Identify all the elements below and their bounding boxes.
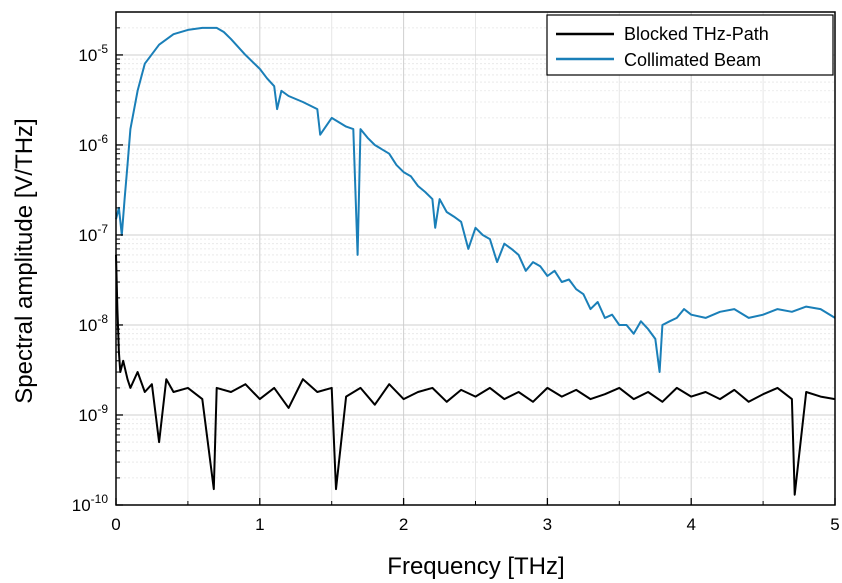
y-tick-label: 10-9 (78, 402, 108, 425)
y-tick-label: 10-6 (78, 132, 108, 155)
x-axis-title: Frequency [THz] (387, 553, 564, 580)
y-tick-label: 10-5 (78, 42, 108, 65)
x-tick-label: 2 (399, 515, 408, 534)
legend-label-collimated: Collimated Beam (624, 50, 761, 70)
x-tick-label: 3 (543, 515, 552, 534)
series-layer (115, 26, 836, 496)
x-tick-label: 0 (111, 515, 120, 534)
y-axis-title: Spectral amplitude [V/THz] (11, 118, 38, 403)
legend-label-blocked: Blocked THz-Path (624, 24, 769, 44)
x-tick-label: 5 (830, 515, 839, 534)
x-tick-label: 4 (686, 515, 695, 534)
legend: Blocked THz-Path Collimated Beam (546, 14, 834, 76)
x-tick-label: 1 (255, 515, 264, 534)
ticks-layer (115, 27, 836, 506)
series-line-blocked (115, 254, 836, 496)
y-tick-label: 10-7 (78, 222, 108, 245)
x-tick-labels: 0 1 2 3 4 5 (111, 515, 839, 534)
minor-grid (116, 12, 835, 505)
y-tick-label: 10-8 (78, 312, 108, 335)
series-line-collimated (115, 26, 836, 373)
legend-box (546, 14, 834, 76)
y-tick-labels: 10-10 10-9 10-8 10-7 10-6 10-5 (72, 42, 109, 515)
y-tick-label: 10-10 (72, 492, 109, 515)
